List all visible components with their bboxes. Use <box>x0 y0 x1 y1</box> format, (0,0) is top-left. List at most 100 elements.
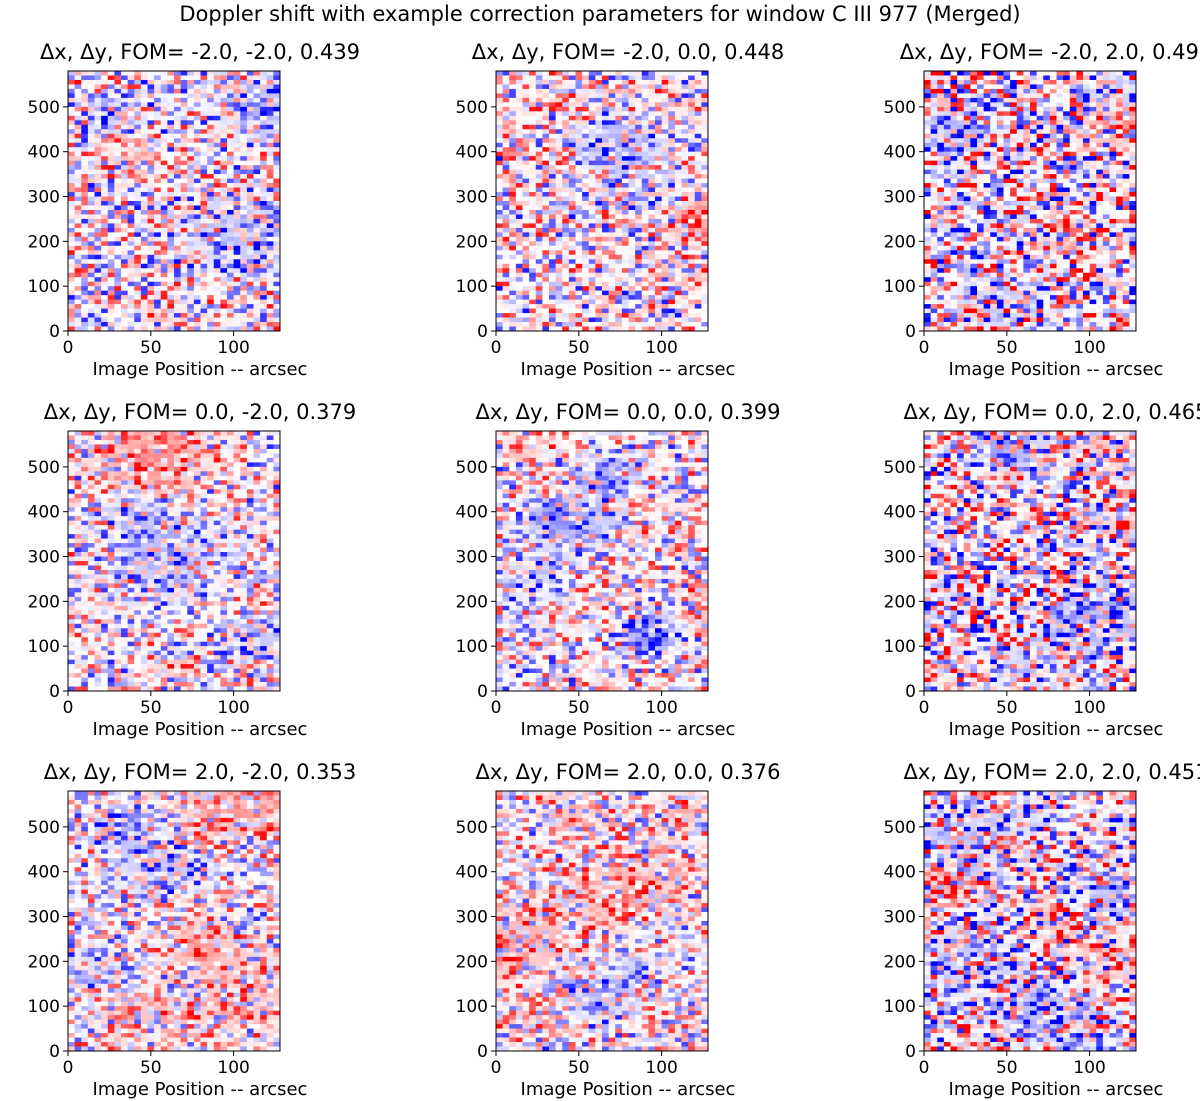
heatmap-cell <box>1076 209 1084 215</box>
heatmap-cell <box>635 201 643 206</box>
heatmap-cell <box>535 209 543 215</box>
heatmap-cell <box>950 196 958 202</box>
heatmap-cell <box>535 106 543 112</box>
heatmap-cell <box>180 308 188 314</box>
heatmap-cell <box>648 71 656 76</box>
heatmap-cell <box>668 259 676 265</box>
heatmap-cell <box>1049 93 1057 99</box>
heatmap-cell <box>621 286 629 292</box>
heatmap-cell <box>575 223 583 229</box>
heatmap-cell <box>1076 165 1084 171</box>
heatmap-cell <box>990 227 998 233</box>
heatmap-cell <box>174 209 182 215</box>
heatmap-cell <box>1069 93 1077 99</box>
heatmap-cell <box>107 138 115 144</box>
heatmap-cell <box>588 205 596 211</box>
heatmap-cell <box>608 304 616 309</box>
heatmap-cell <box>602 250 610 256</box>
heatmap-cell <box>549 102 557 108</box>
heatmap-cell <box>535 263 543 269</box>
heatmap-cell <box>180 227 188 233</box>
heatmap-cell <box>167 79 175 85</box>
heatmap-cell <box>1089 111 1097 117</box>
heatmap-cell <box>595 71 603 76</box>
heatmap-cell <box>1016 178 1024 184</box>
heatmap-cell <box>549 75 557 81</box>
heatmap-cell <box>107 165 115 171</box>
heatmap-cell <box>555 201 563 206</box>
heatmap-cell <box>509 272 517 278</box>
heatmap-cell <box>260 75 268 81</box>
heatmap-cell <box>496 299 504 305</box>
heatmap-cell <box>220 102 228 108</box>
heatmap-cell <box>114 322 122 327</box>
heatmap-cell <box>1036 88 1044 94</box>
heatmap-cell <box>273 71 281 76</box>
heatmap-cell <box>668 317 676 323</box>
heatmap-cell <box>101 286 109 292</box>
heatmap-cell <box>562 178 570 184</box>
heatmap-cell <box>1030 142 1038 148</box>
heatmap-cell <box>114 124 122 130</box>
heatmap-cell <box>140 241 148 247</box>
heatmap-cell <box>648 79 656 85</box>
heatmap-cell <box>674 299 682 305</box>
heatmap-cell <box>227 326 235 332</box>
heatmap-cell <box>595 304 603 309</box>
heatmap-cell <box>542 196 550 202</box>
heatmap-cell <box>160 227 168 233</box>
heatmap-cell <box>681 272 689 278</box>
heatmap-cell <box>81 268 89 274</box>
heatmap-cell <box>121 106 129 112</box>
heatmap-cell <box>246 169 254 175</box>
heatmap-cell <box>628 138 636 144</box>
heatmap-cell <box>233 259 241 265</box>
heatmap-cell <box>1056 151 1064 157</box>
heatmap-cell <box>1122 165 1130 171</box>
heatmap-cell <box>1036 192 1044 197</box>
heatmap-cell <box>1036 75 1044 81</box>
heatmap-cell <box>253 124 261 130</box>
heatmap-cell <box>87 142 95 148</box>
heatmap-cell <box>1116 169 1124 175</box>
heatmap-cell <box>227 201 235 206</box>
heatmap-cell <box>134 97 142 103</box>
heatmap-cell <box>529 304 537 309</box>
heatmap-cell <box>924 223 932 229</box>
heatmap-cell <box>621 192 629 197</box>
heatmap-cell <box>661 322 669 327</box>
heatmap-cell <box>575 227 583 233</box>
heatmap-cell <box>983 102 991 108</box>
heatmap-cell <box>694 299 702 305</box>
heatmap-cell <box>1010 79 1018 85</box>
heatmap-cell <box>681 209 689 215</box>
heatmap-cell <box>253 236 261 242</box>
heatmap-cell <box>562 295 570 301</box>
heatmap-cell <box>549 241 557 247</box>
heatmap-cell <box>535 295 543 301</box>
heatmap-cell <box>121 138 129 144</box>
heatmap-cell <box>555 187 563 193</box>
heatmap-cell <box>213 129 221 135</box>
heatmap-cell <box>114 138 122 144</box>
heatmap-cell <box>114 218 122 224</box>
heatmap-cell <box>668 277 676 283</box>
heatmap-cell <box>608 322 616 327</box>
heatmap-cell <box>68 142 76 148</box>
heatmap-cell <box>121 169 129 175</box>
heatmap-cell <box>930 156 938 162</box>
heatmap-cell <box>134 272 142 278</box>
heatmap-cell <box>641 326 649 332</box>
heatmap-cell <box>1076 218 1084 224</box>
heatmap-cell <box>1023 196 1031 202</box>
heatmap-cell <box>515 106 523 112</box>
heatmap-cell <box>621 75 629 81</box>
heatmap-cell <box>694 218 702 224</box>
heatmap-cell <box>930 97 938 103</box>
heatmap-cell <box>595 138 603 144</box>
heatmap-cell <box>240 250 248 256</box>
heatmap-cell <box>1069 142 1077 148</box>
y-tick-label: 100 <box>456 277 488 297</box>
heatmap-cell <box>555 165 563 171</box>
heatmap-cell <box>127 156 135 162</box>
